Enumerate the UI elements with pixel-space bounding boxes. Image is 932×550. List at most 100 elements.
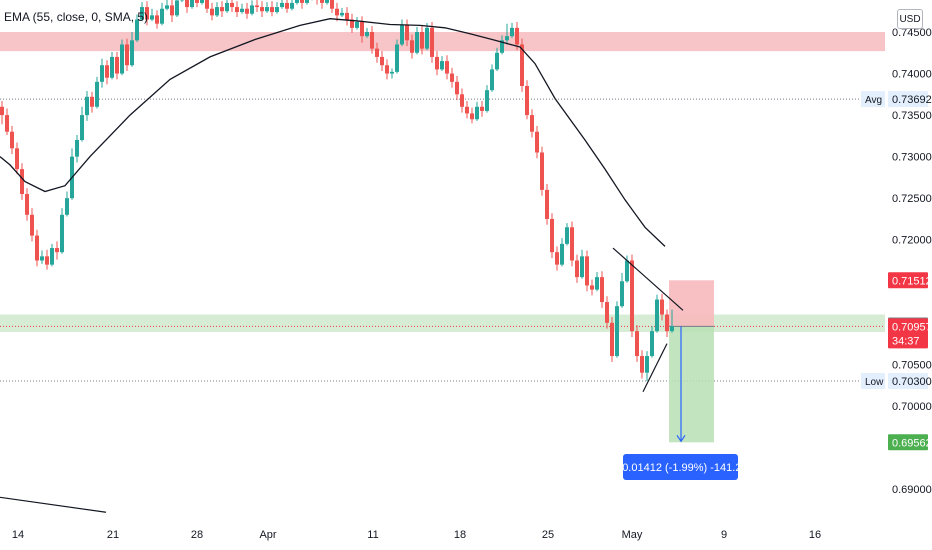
candle — [195, 0, 199, 8]
candle — [110, 51, 114, 80]
candle — [540, 146, 544, 196]
x-tick-label: Apr — [259, 529, 276, 541]
candle — [235, 1, 239, 18]
y-tick-label: 0.73000 — [892, 152, 932, 164]
x-tick-label: 16 — [809, 529, 821, 541]
candle — [620, 272, 624, 308]
avg-tag: Avg — [865, 95, 882, 106]
candle — [450, 67, 454, 88]
target-price-label-bg — [888, 434, 928, 451]
candle — [205, 0, 209, 13]
candle — [175, 0, 179, 18]
candle — [150, 8, 154, 22]
position-result-label[interactable]: -0.01412 (-1.99%) -141.2 — [619, 454, 742, 480]
candle — [345, 7, 349, 26]
avg-tag-bg — [861, 91, 885, 108]
ema-and-trendlines — [0, 18, 684, 513]
y-tick-label: 0.74500 — [892, 27, 932, 39]
candle — [670, 309, 674, 333]
stop-loss-zone[interactable] — [669, 280, 714, 327]
candle — [215, 2, 219, 18]
candle — [455, 76, 459, 101]
candle — [250, 0, 254, 16]
candle — [415, 27, 419, 55]
support-zone[interactable] — [0, 314, 885, 332]
y-tick-label: 0.74000 — [892, 69, 932, 81]
candle — [335, 2, 339, 22]
low-tag: Low — [865, 377, 884, 388]
candle — [75, 135, 79, 163]
resistance-zone[interactable] — [0, 32, 885, 52]
candle — [35, 229, 39, 267]
x-tick-label: 28 — [191, 529, 203, 541]
candle — [460, 88, 464, 113]
ema-line[interactable] — [0, 18, 666, 247]
candle — [605, 296, 609, 329]
candle — [440, 56, 444, 72]
candle — [140, 2, 144, 22]
candle — [190, 0, 194, 9]
take-profit-zone[interactable] — [669, 326, 714, 443]
x-tick-label: 21 — [107, 529, 119, 541]
candle — [370, 26, 374, 54]
candle — [85, 90, 89, 121]
stop-price-label: 0.71512 — [892, 275, 932, 287]
candle — [610, 317, 614, 362]
axes: 0.74500 0.74000 0.73500 0.73000 0.72500 0.720… — [12, 27, 932, 541]
candle — [365, 27, 369, 38]
currency-button[interactable]: USD — [897, 9, 923, 29]
candle — [50, 243, 54, 267]
price-level-lines — [0, 98, 885, 382]
short-position-tool[interactable] — [669, 280, 714, 443]
candle — [485, 85, 489, 113]
candle — [305, 0, 309, 5]
candle — [330, 0, 334, 13]
indicator-label[interactable]: EMA (55, close, 0, SMA, 5) — [4, 10, 149, 24]
candle — [630, 254, 634, 337]
avg-value-bg — [888, 91, 928, 108]
candle — [45, 249, 49, 270]
y-tick-label: 0.70500 — [892, 359, 932, 371]
candle — [445, 55, 449, 80]
candle — [80, 106, 84, 142]
candle — [665, 309, 669, 337]
candle — [295, 0, 299, 5]
candle — [325, 0, 329, 5]
y-tick-label: 0.69000 — [892, 484, 932, 496]
candle — [395, 39, 399, 74]
candle — [10, 125, 14, 155]
target-price-label: 0.69562 — [892, 437, 932, 449]
trendline[interactable] — [0, 496, 107, 513]
candle — [530, 109, 534, 138]
candle — [70, 148, 74, 200]
candle — [30, 208, 34, 242]
y-tick-label: 0.72000 — [892, 235, 932, 247]
candle — [575, 254, 579, 283]
candle — [545, 184, 549, 225]
candle — [510, 22, 514, 38]
stop-price-label-bg — [888, 272, 928, 289]
candle — [230, 0, 234, 13]
candle — [316, 0, 318, 5]
low-value-bg — [888, 372, 928, 389]
trendline[interactable] — [612, 247, 684, 311]
candle — [470, 107, 474, 124]
candle — [130, 32, 134, 67]
candle — [275, 2, 279, 14]
candle — [635, 325, 639, 362]
candle — [560, 238, 564, 267]
x-tick-label: 9 — [721, 529, 727, 541]
candle — [0, 100, 4, 125]
candle — [355, 17, 359, 30]
candle — [525, 80, 529, 120]
candle — [300, 0, 304, 9]
candle — [400, 19, 404, 47]
x-tick-label: 11 — [367, 529, 378, 541]
candle — [590, 279, 594, 296]
candle — [20, 163, 24, 200]
candle — [640, 350, 644, 379]
candle — [565, 223, 569, 246]
candle — [135, 14, 139, 42]
trendline[interactable] — [642, 343, 668, 393]
